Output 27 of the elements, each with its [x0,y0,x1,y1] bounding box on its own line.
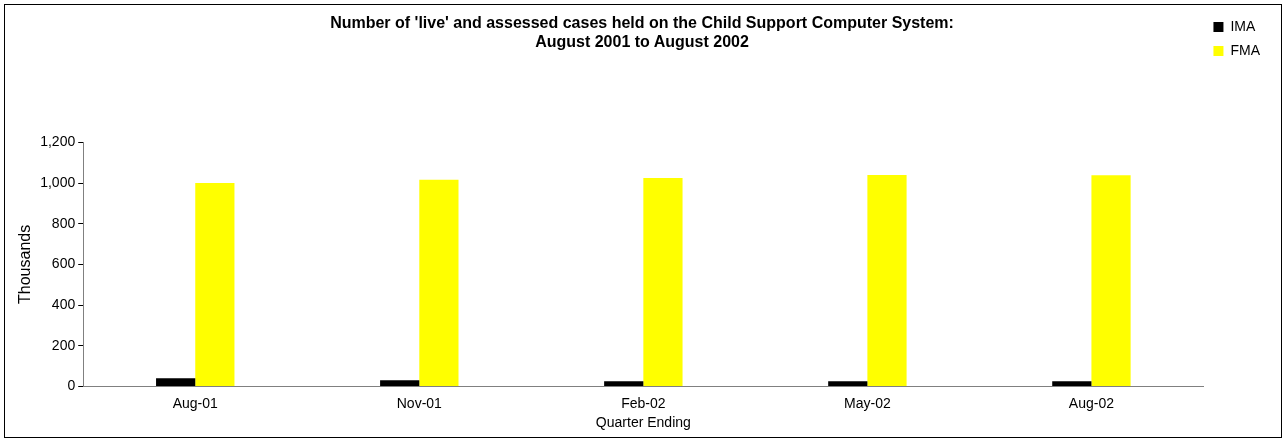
bar [1091,175,1131,386]
y-tick-label: 0 [67,377,76,394]
bar [380,380,420,386]
x-tick-label: Nov-01 [396,394,443,411]
x-tick-label: Feb-02 [621,394,666,411]
bar [1052,381,1092,386]
x-tick-label: Aug-01 [172,394,219,411]
bar [195,183,235,386]
y-tick-label: 1,200 [40,133,76,150]
x-tick-label: Aug-02 [1068,394,1115,411]
bar [419,179,459,386]
legend-label: IMA [1230,17,1256,34]
legend-label: FMA [1230,41,1261,58]
y-tick-label: 600 [51,255,76,272]
bar [828,381,868,386]
y-tick-label: 1,000 [40,173,76,190]
y-tick-label: 400 [51,295,76,312]
bar [643,177,683,386]
bar [604,381,644,386]
chart-title: Number of 'live' and assessed cases held on the Child Support Computer System: August 2001 to August 2002 [330,14,954,51]
y-tick-label: 200 [51,336,76,353]
y-axis-title: Thousands [16,224,34,304]
x-tick-label: May-02 [844,394,891,411]
y-tick-label: 800 [51,214,76,231]
x-axis-title: Quarter Ending [595,414,691,431]
bar [156,378,196,386]
bar [867,174,907,386]
